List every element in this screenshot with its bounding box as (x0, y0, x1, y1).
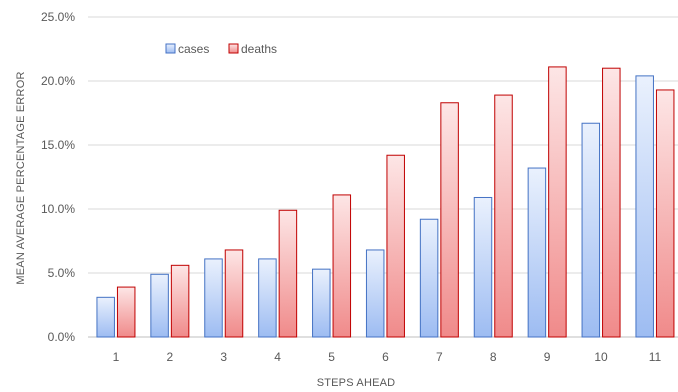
x-tick-label: 11 (649, 350, 662, 364)
bar-deaths (494, 94, 513, 338)
bar-cases (473, 196, 493, 338)
bar-deaths (332, 194, 352, 338)
legend-swatch-deaths (228, 43, 239, 54)
legend-swatch-cases (165, 43, 176, 54)
y-axis-title: MEAN AVERAGE PERCENTAGE ERROR (15, 71, 27, 284)
x-tick-label: 10 (594, 350, 608, 364)
bar-cases (581, 122, 601, 338)
bar-cases (635, 75, 654, 338)
x-tick-label: 6 (382, 350, 389, 364)
x-axis-ticks: 1 2 3 4 5 6 7 8 9 10 11 (113, 350, 662, 364)
x-tick-label: 1 (113, 350, 120, 364)
bar-deaths (655, 89, 675, 338)
bar-deaths (170, 264, 190, 338)
y-tick-label: 0.0% (48, 330, 76, 344)
bar-deaths (116, 286, 136, 338)
bar-deaths (602, 67, 621, 338)
legend-label-cases: cases (178, 42, 209, 56)
x-axis-title: STEPS AHEAD (317, 377, 396, 389)
y-axis-ticks: 0.0% 5.0% 10.0% 15.0% 20.0% 25.0% (41, 10, 75, 344)
y-tick-label: 20.0% (41, 74, 75, 88)
bar-cases (527, 167, 547, 338)
bar-deaths (386, 154, 405, 338)
bar-cases (150, 273, 169, 338)
bar-cases (204, 258, 223, 338)
bar-cases (258, 258, 277, 338)
y-tick-label: 5.0% (48, 266, 76, 280)
x-tick-label: 7 (436, 350, 443, 364)
bar-cases (419, 218, 439, 338)
y-tick-label: 25.0% (41, 10, 75, 24)
bar-deaths (224, 249, 244, 338)
bar-cases (365, 249, 385, 338)
bar-deaths (440, 102, 459, 338)
bars (96, 66, 675, 338)
x-tick-label: 2 (167, 350, 174, 364)
x-tick-label: 4 (274, 350, 281, 364)
legend-label-deaths: deaths (241, 42, 277, 56)
x-tick-label: 5 (328, 350, 335, 364)
x-tick-label: 8 (490, 350, 497, 364)
bar-deaths (548, 66, 567, 338)
legend: cases deaths (165, 42, 277, 56)
y-tick-label: 10.0% (41, 202, 75, 216)
bar-cases (96, 296, 115, 338)
bar-deaths (278, 209, 298, 338)
x-tick-label: 3 (220, 350, 227, 364)
x-tick-label: 9 (544, 350, 551, 364)
bar-cases (312, 268, 331, 338)
y-tick-label: 15.0% (41, 138, 75, 152)
